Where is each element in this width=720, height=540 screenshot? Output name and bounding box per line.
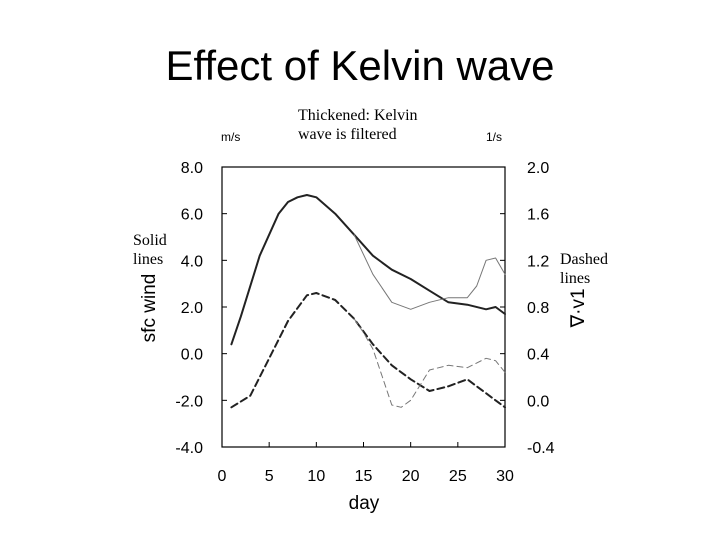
x-tick-label: 25 (449, 468, 467, 485)
y-left-tick-label: -4.0 (175, 440, 203, 457)
y-left-tick-label: 6.0 (181, 207, 203, 224)
y-right-axis-title: ∇·v1 (568, 288, 589, 328)
y-right-tick-label: 0.8 (527, 300, 549, 317)
y-right-tick-label: 1.6 (527, 207, 549, 224)
y-left-tick-label: 0.0 (181, 347, 203, 364)
x-axis-title: day (349, 493, 380, 514)
y-right-tick-label: 1.2 (527, 253, 549, 270)
series-line-1 (230, 194, 506, 346)
series-line-3 (230, 292, 506, 409)
plot-area: 0 5 10 15 20 25 30 -4.0 -2.0 0.0 2.0 4.0 6.0 8.0 -0.4 0… (175, 160, 554, 485)
x-tick-label: 20 (402, 468, 420, 485)
x-tick-label: 30 (496, 468, 514, 485)
y-left-axis-title: sfc wind (139, 274, 160, 343)
y-left-tick-label: -2.0 (175, 393, 203, 410)
x-tick-label: 15 (355, 468, 373, 485)
series-line-4 (353, 318, 506, 408)
x-tick-label: 5 (265, 468, 274, 485)
y-right-tick-label: -0.4 (527, 440, 555, 457)
annotation-thickened: Thickened: Kelvin wave is filtered (298, 107, 418, 143)
y-left-tick-label: 4.0 (181, 253, 203, 270)
annotation-dashed-lines: Dashed lines (560, 251, 608, 287)
x-tick-label: 10 (307, 468, 325, 485)
right-unit-label: 1/s (486, 130, 502, 144)
annotation-solid-lines: Solid lines (133, 232, 167, 268)
slide-title: Effect of Kelvin wave (165, 42, 555, 89)
plot-frame (221, 166, 506, 448)
left-unit-label: m/s (221, 130, 240, 144)
y-left-tick-label: 2.0 (181, 300, 203, 317)
series-line-2 (353, 234, 506, 310)
y-right-tick-label: 0.0 (527, 393, 549, 410)
y-left-tick-label: 8.0 (181, 160, 203, 177)
y-right-tick-label: 0.4 (527, 347, 549, 364)
x-tick-label: 0 (218, 468, 227, 485)
y-right-tick-label: 2.0 (527, 160, 549, 177)
